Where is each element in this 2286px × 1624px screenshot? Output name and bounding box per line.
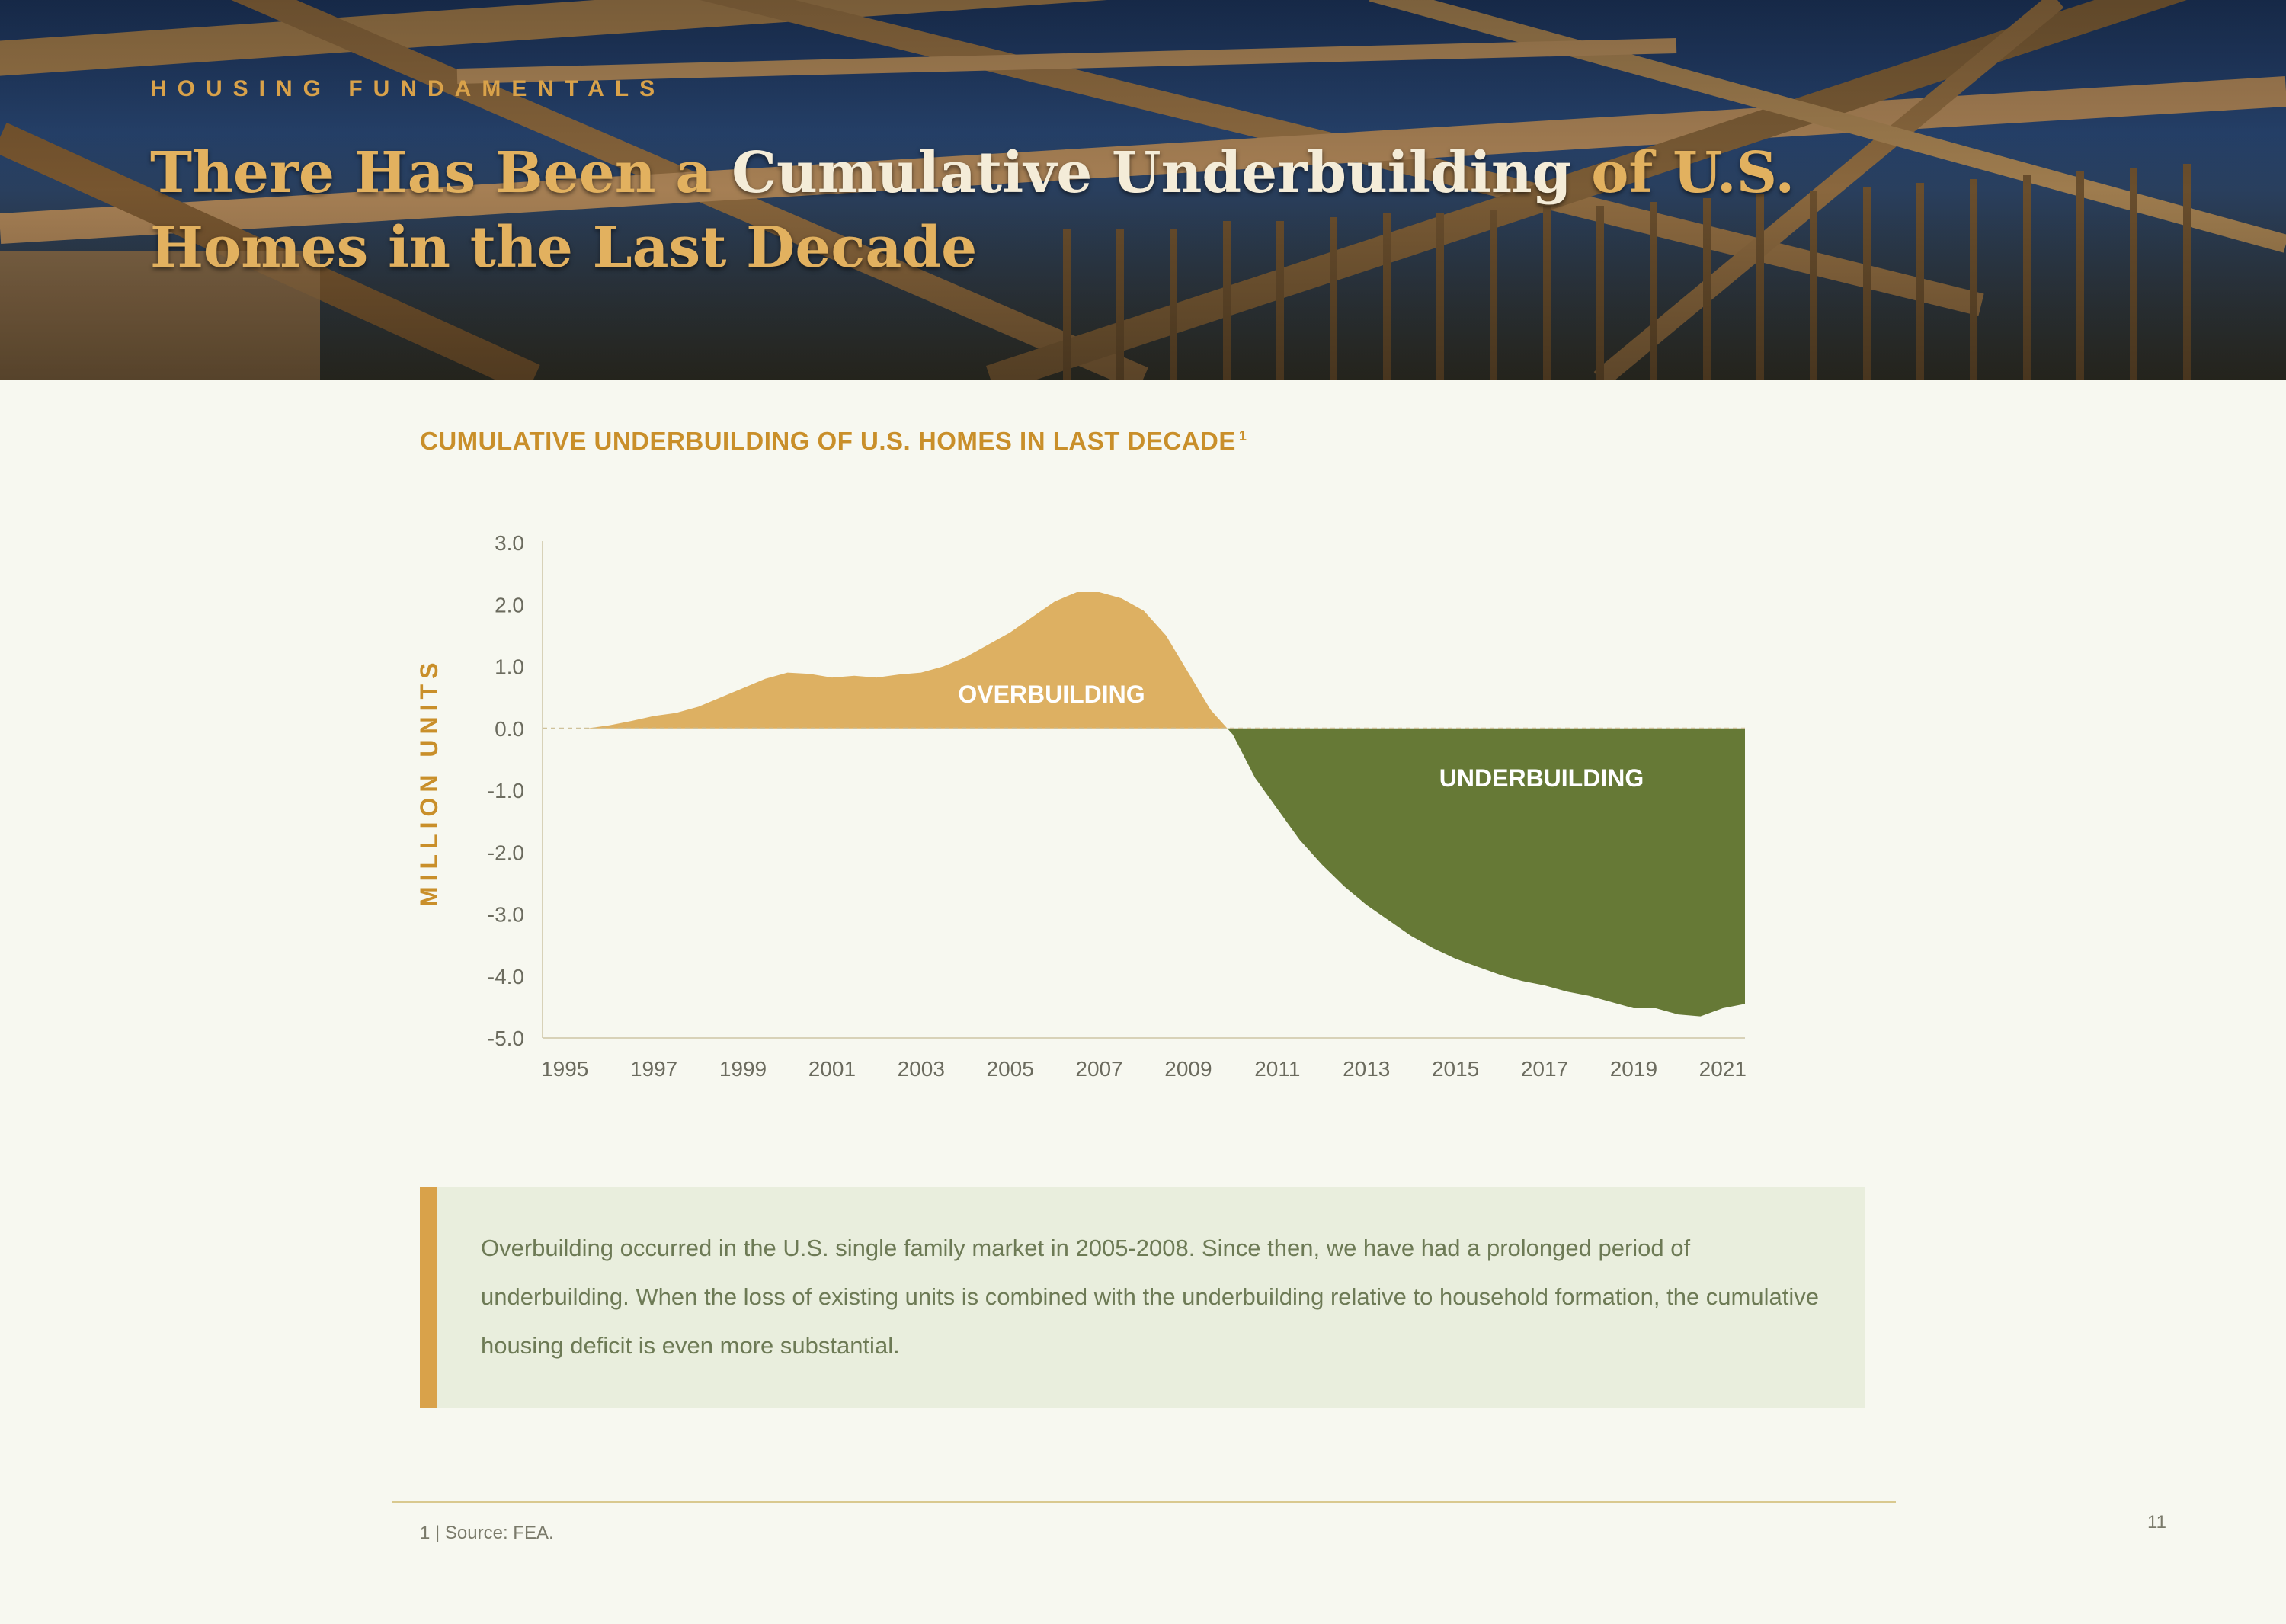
underbuilding-label: UNDERBUILDING bbox=[1439, 764, 1644, 792]
x-tick-label: 2015 bbox=[1432, 1057, 1479, 1081]
y-tick-label: -3.0 bbox=[488, 903, 524, 927]
title-highlight: Cumulative Underbuilding bbox=[732, 140, 1572, 206]
x-tick-label: 1995 bbox=[541, 1057, 588, 1081]
x-tick-labels: 1995 1997 1999 2001 2003 2005 2007 2009 2011 2013… bbox=[541, 1057, 1747, 1081]
footnote: 1 | Source: FEA. bbox=[420, 1523, 554, 1543]
page-title: There Has Been a Cumulative Underbuildin… bbox=[150, 136, 1979, 285]
title-part-2: of U.S. Homes in the Last Decade bbox=[150, 140, 1795, 280]
y-tick-label: 2.0 bbox=[495, 593, 524, 617]
x-tick-label: 1999 bbox=[719, 1057, 767, 1081]
y-tick-label: -4.0 bbox=[488, 965, 524, 988]
footer-divider bbox=[392, 1501, 1896, 1503]
y-tick-label: -5.0 bbox=[488, 1027, 524, 1050]
y-tick-label: -1.0 bbox=[488, 779, 524, 802]
page-number: 11 bbox=[2147, 1512, 2166, 1533]
x-tick-label: 2007 bbox=[1075, 1057, 1122, 1081]
overbuilding-area bbox=[587, 592, 1228, 729]
chart-title-text: CUMULATIVE UNDERBUILDING OF U.S. HOMES I… bbox=[420, 427, 1236, 455]
note-box: Overbuilding occurred in the U.S. single… bbox=[420, 1187, 1865, 1408]
x-tick-label: 2001 bbox=[808, 1057, 856, 1081]
x-tick-label: 2021 bbox=[1699, 1057, 1747, 1081]
x-tick-label: 2003 bbox=[898, 1057, 945, 1081]
underbuilding-area bbox=[587, 728, 1745, 1017]
y-tick-label: 1.0 bbox=[495, 655, 524, 679]
chart-title: CUMULATIVE UNDERBUILDING OF U.S. HOMES I… bbox=[420, 427, 1247, 456]
x-tick-label: 2009 bbox=[1164, 1057, 1212, 1081]
section-eyebrow: HOUSING FUNDAMENTALS bbox=[150, 76, 666, 101]
hero-overlay bbox=[0, 0, 2286, 380]
hero-banner: HOUSING FUNDAMENTALS There Has Been a Cu… bbox=[0, 0, 2286, 380]
x-tick-label: 2005 bbox=[987, 1057, 1034, 1081]
x-tick-label: 2019 bbox=[1610, 1057, 1657, 1081]
overbuilding-label: OVERBUILDING bbox=[958, 681, 1145, 708]
x-tick-label: 2011 bbox=[1254, 1057, 1300, 1081]
note-text: Overbuilding occurred in the U.S. single… bbox=[481, 1235, 1819, 1359]
title-part-1: There Has Been a bbox=[150, 140, 732, 206]
y-tick-labels: 3.0 2.0 1.0 0.0 -1.0 -2.0 -3.0 -4.0 -5.0 bbox=[488, 531, 524, 1050]
y-tick-label: -2.0 bbox=[488, 841, 524, 864]
y-tick-label: 3.0 bbox=[495, 531, 524, 555]
note-accent-bar bbox=[420, 1187, 437, 1408]
x-tick-label: 1997 bbox=[630, 1057, 677, 1081]
chart-title-footnote-marker: 1 bbox=[1238, 428, 1247, 444]
x-tick-label: 2013 bbox=[1343, 1057, 1390, 1081]
y-tick-label: 0.0 bbox=[495, 717, 524, 741]
x-tick-label: 2017 bbox=[1521, 1057, 1568, 1081]
house-framing-image bbox=[0, 0, 2286, 380]
